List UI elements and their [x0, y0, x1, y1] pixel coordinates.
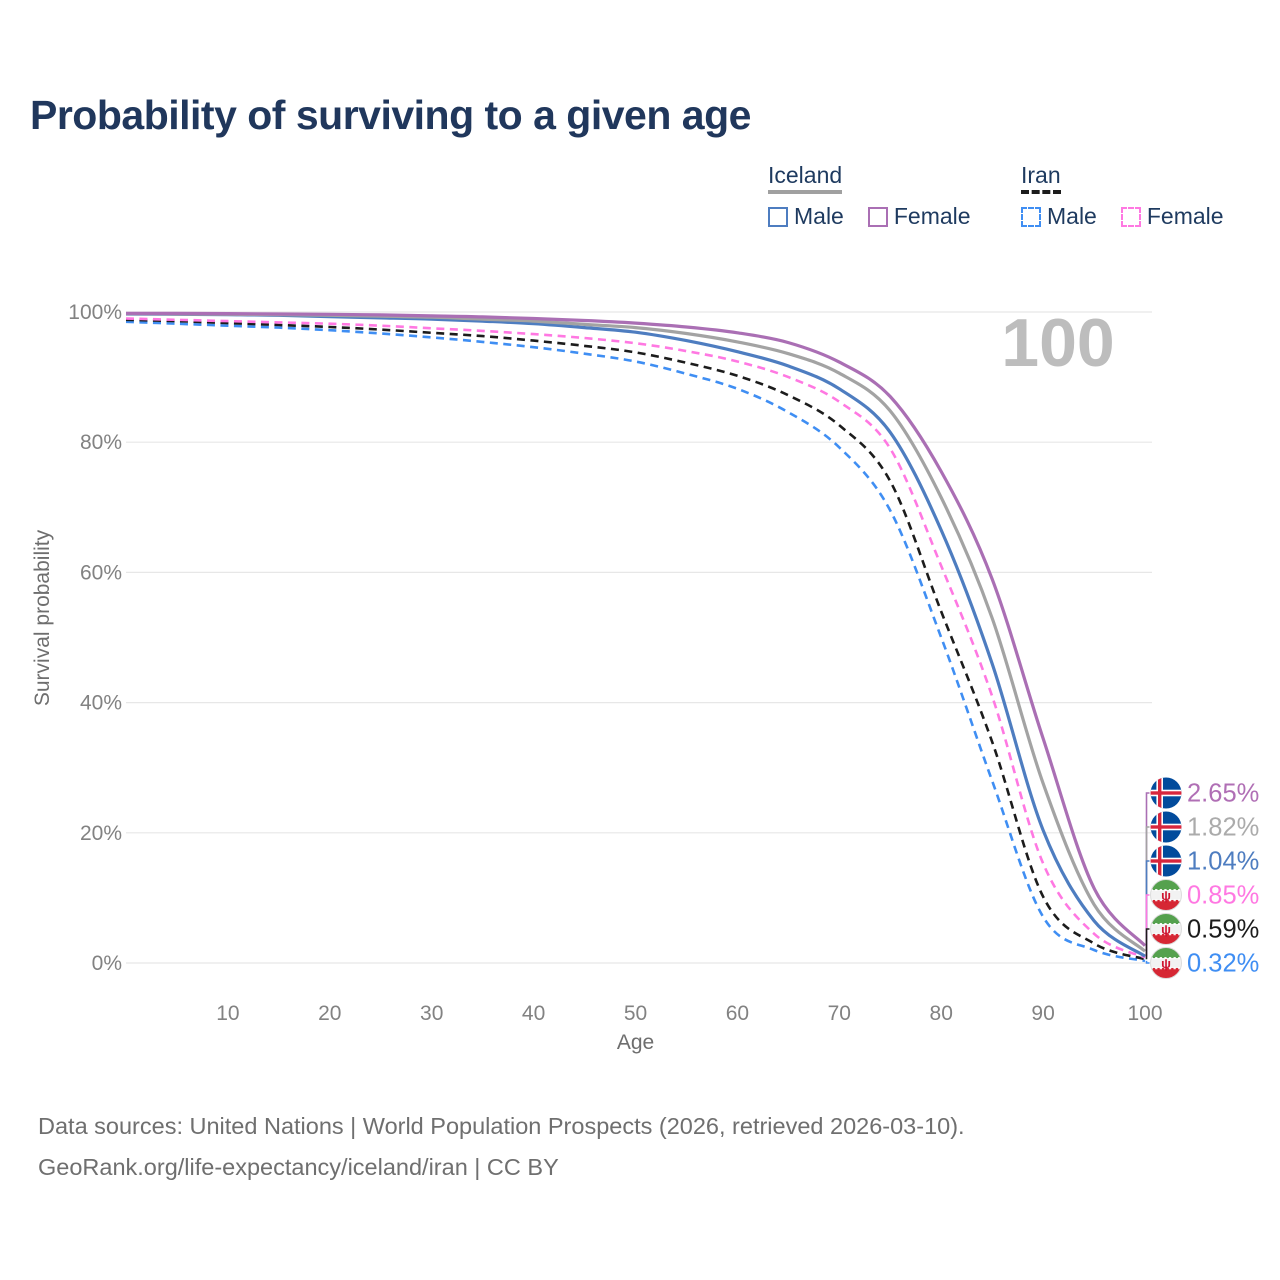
svg-text:ψ: ψ	[1161, 888, 1171, 903]
legend-item-iceland-female[interactable]: Female	[867, 203, 971, 230]
footer: Data sources: United Nations | World Pop…	[38, 1106, 965, 1188]
legend-swatch-iceland-male	[768, 206, 788, 227]
legend-item-iran-male[interactable]: Male	[1021, 203, 1097, 230]
svg-text:ψ: ψ	[1161, 922, 1171, 937]
legend-swatch-iceland-female	[867, 206, 888, 227]
end-value-label-iceland-both: 1.82%	[1187, 814, 1259, 842]
series-line-iceland-female[interactable]	[125, 311, 1147, 947]
y-tick-label: 20%	[80, 822, 122, 845]
page-title: Probability of surviving to a given age	[30, 92, 751, 138]
legend: Iceland Male Female Iran Male	[0, 163, 1280, 243]
end-flag-iceland-iceland-female	[1150, 777, 1182, 809]
legend-item-label: Male	[794, 203, 844, 230]
legend-group-title-iran: Iran	[1021, 163, 1061, 195]
series-line-iceland-male[interactable]	[125, 312, 1146, 958]
x-tick-label: 60	[726, 1002, 749, 1025]
series-line-iran-both[interactable]	[125, 318, 1146, 961]
end-flag-iran-iran-female: ψ	[1150, 879, 1182, 911]
legend-item-label: Female	[893, 203, 971, 230]
legend-item-label: Male	[1047, 203, 1097, 230]
end-value-label-iran-female: 0.85%	[1187, 882, 1259, 910]
legend-item-iceland-male[interactable]: Male	[768, 203, 844, 230]
legend-item-label: Female	[1146, 203, 1224, 230]
series-line-iran-female[interactable]	[125, 317, 1146, 959]
x-tick-label: 10	[216, 1002, 239, 1025]
data-sources-line: Data sources: United Nations | World Pop…	[38, 1113, 965, 1139]
legend-group-title-iceland: Iceland	[768, 163, 843, 195]
x-tick-label: 70	[828, 1002, 851, 1025]
end-flag-iceland-iceland-both	[1150, 811, 1182, 843]
y-axis-title: Survival probability	[31, 529, 54, 706]
legend-group-iceland: Iceland Male Female	[768, 163, 995, 230]
legend-swatch-iran-male	[1021, 206, 1041, 227]
legend-swatch-iran-female	[1120, 206, 1141, 227]
end-value-label-iceland-male: 1.04%	[1187, 848, 1259, 876]
end-flag-iran-iran-male: ψ	[1150, 947, 1182, 979]
end-flag-iceland-iceland-male	[1150, 845, 1182, 877]
y-tick-label: 60%	[80, 561, 122, 584]
legend-item-iran-female[interactable]: Female	[1120, 203, 1224, 230]
x-tick-label: 40	[522, 1002, 545, 1025]
x-tick-label: 20	[318, 1002, 341, 1025]
x-tick-label: 80	[930, 1002, 953, 1025]
y-tick-label: 40%	[80, 692, 122, 715]
y-tick-label: 0%	[92, 952, 122, 975]
x-tick-label: 50	[624, 1002, 647, 1025]
x-axis-title: Age	[617, 1031, 654, 1054]
end-value-label-iran-both: 0.59%	[1187, 916, 1259, 944]
end-flag-iran-iran-both: ψ	[1150, 913, 1182, 945]
end-value-label-iceland-female: 2.65%	[1187, 780, 1259, 808]
y-tick-label: 100%	[68, 301, 122, 324]
attribution-line: GeoRank.org/life-expectancy/iceland/iran…	[38, 1154, 559, 1180]
y-tick-label: 80%	[80, 431, 122, 454]
end-value-label-iran-male: 0.32%	[1187, 950, 1259, 978]
end-connector-iran-both	[1145, 928, 1150, 960]
hovered-age-watermark: 100	[1001, 305, 1114, 381]
end-connector-iran-male	[1145, 960, 1150, 964]
x-tick-label: 90	[1031, 1002, 1054, 1025]
x-tick-label: 30	[420, 1002, 443, 1025]
series-line-iran-male[interactable]	[125, 320, 1146, 963]
svg-text:ψ: ψ	[1161, 956, 1171, 971]
x-tick-label: 100	[1127, 1002, 1162, 1025]
legend-group-iran: Iran Male Female	[1021, 163, 1248, 230]
series-line-iceland-both[interactable]	[125, 312, 1147, 953]
